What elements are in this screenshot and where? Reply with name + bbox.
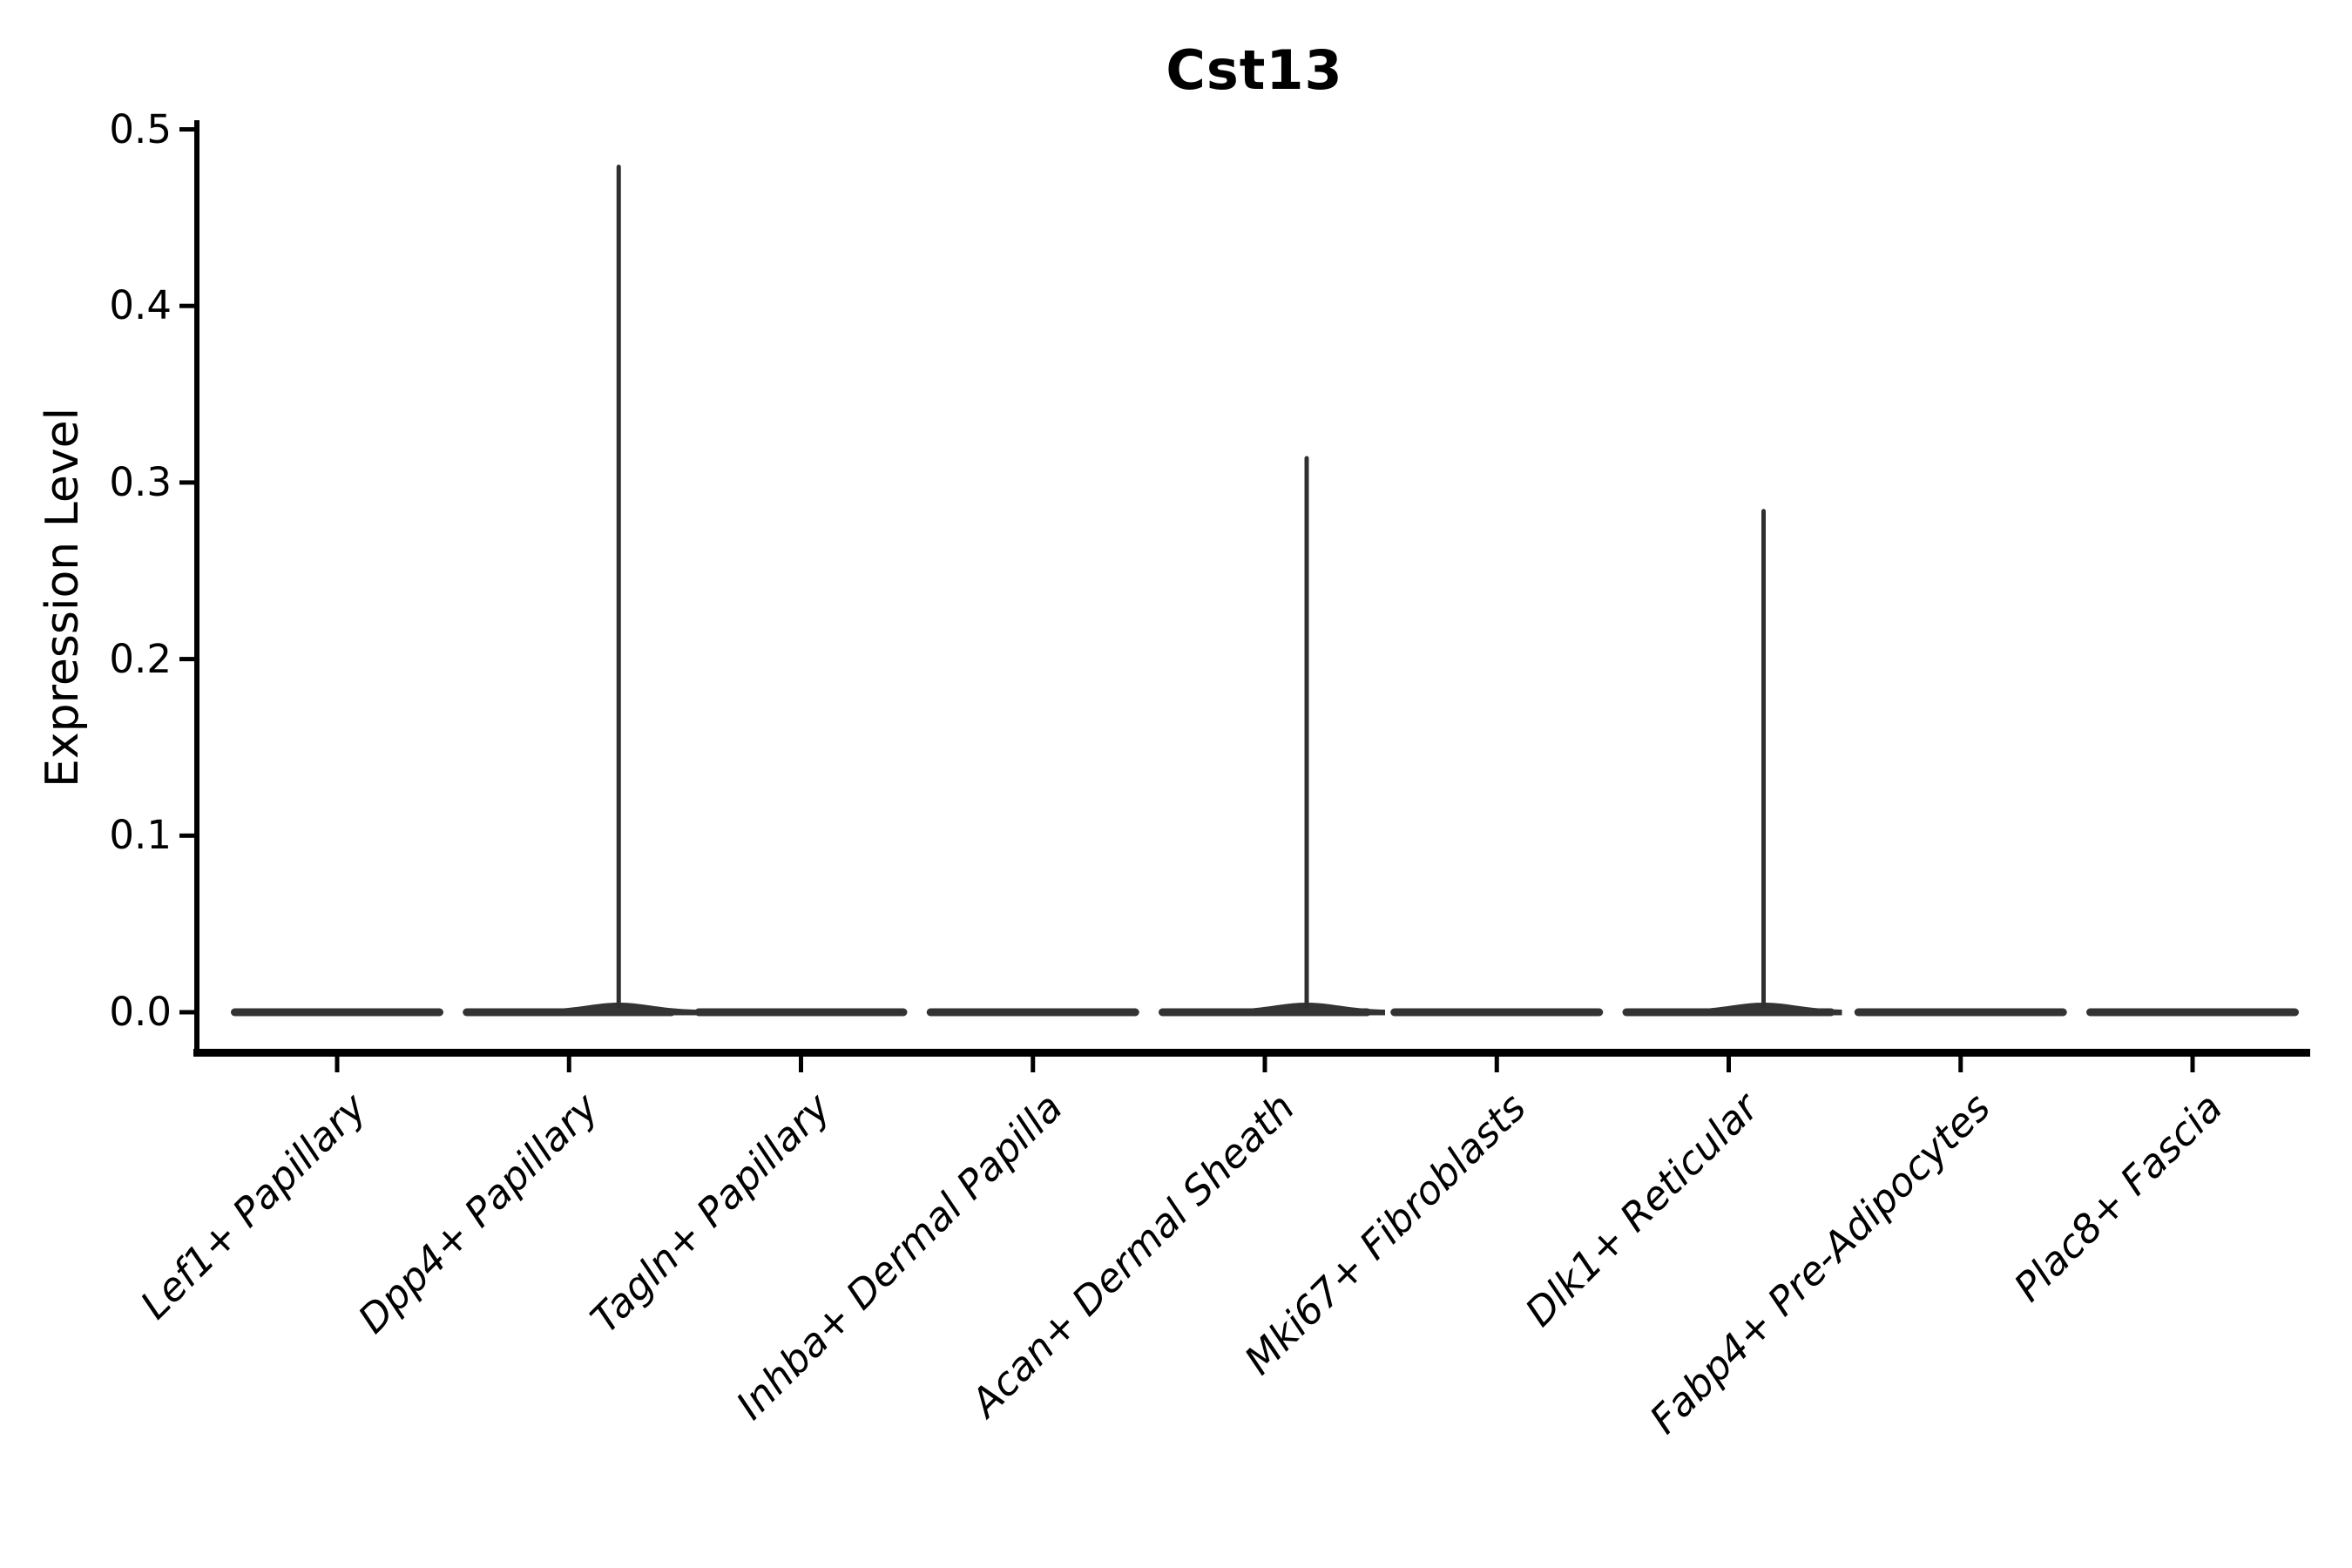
violin-body	[231, 1008, 443, 1017]
x-tick-mark	[566, 1057, 571, 1072]
x-tick-mark	[1958, 1057, 1963, 1072]
violin-body	[926, 1008, 1139, 1017]
y-tick-mark	[179, 657, 194, 662]
violin-density-mound	[1685, 1003, 1842, 1016]
y-axis-spine	[194, 120, 199, 1057]
y-tick-label: 0.5	[109, 105, 172, 152]
x-axis-spine	[193, 1049, 2310, 1057]
violin-body	[2086, 1008, 2299, 1017]
y-tick-label: 0.0	[109, 989, 172, 1035]
violin-body	[1390, 1008, 1604, 1017]
violin-density-mound	[1228, 1003, 1385, 1016]
y-tick-mark	[179, 833, 194, 838]
y-tick-mark	[179, 303, 194, 308]
violin-density-mound	[540, 1003, 698, 1016]
x-tick-mark	[2190, 1057, 2195, 1072]
y-tick-label: 0.4	[109, 282, 172, 329]
x-tick-mark	[335, 1057, 340, 1072]
y-tick-label: 0.3	[109, 458, 172, 505]
y-tick-mark	[179, 1010, 194, 1015]
chart-title: Cst13	[1166, 38, 1343, 102]
y-tick-label: 0.1	[109, 812, 172, 859]
violin-spike	[1304, 456, 1309, 1009]
violin-spike	[616, 165, 621, 1009]
y-tick-label: 0.2	[109, 635, 172, 682]
x-tick-mark	[1262, 1057, 1267, 1072]
x-tick-mark	[1031, 1057, 1036, 1072]
y-axis-label: Expression Level	[37, 407, 89, 788]
violin-body	[1854, 1008, 2067, 1017]
x-tick-mark	[1727, 1057, 1731, 1072]
y-tick-mark	[179, 480, 194, 485]
violin-spike	[1761, 509, 1766, 1009]
y-tick-mark	[179, 127, 194, 132]
violin-body	[694, 1008, 908, 1017]
x-tick-mark	[799, 1057, 803, 1072]
x-tick-mark	[1494, 1057, 1499, 1072]
